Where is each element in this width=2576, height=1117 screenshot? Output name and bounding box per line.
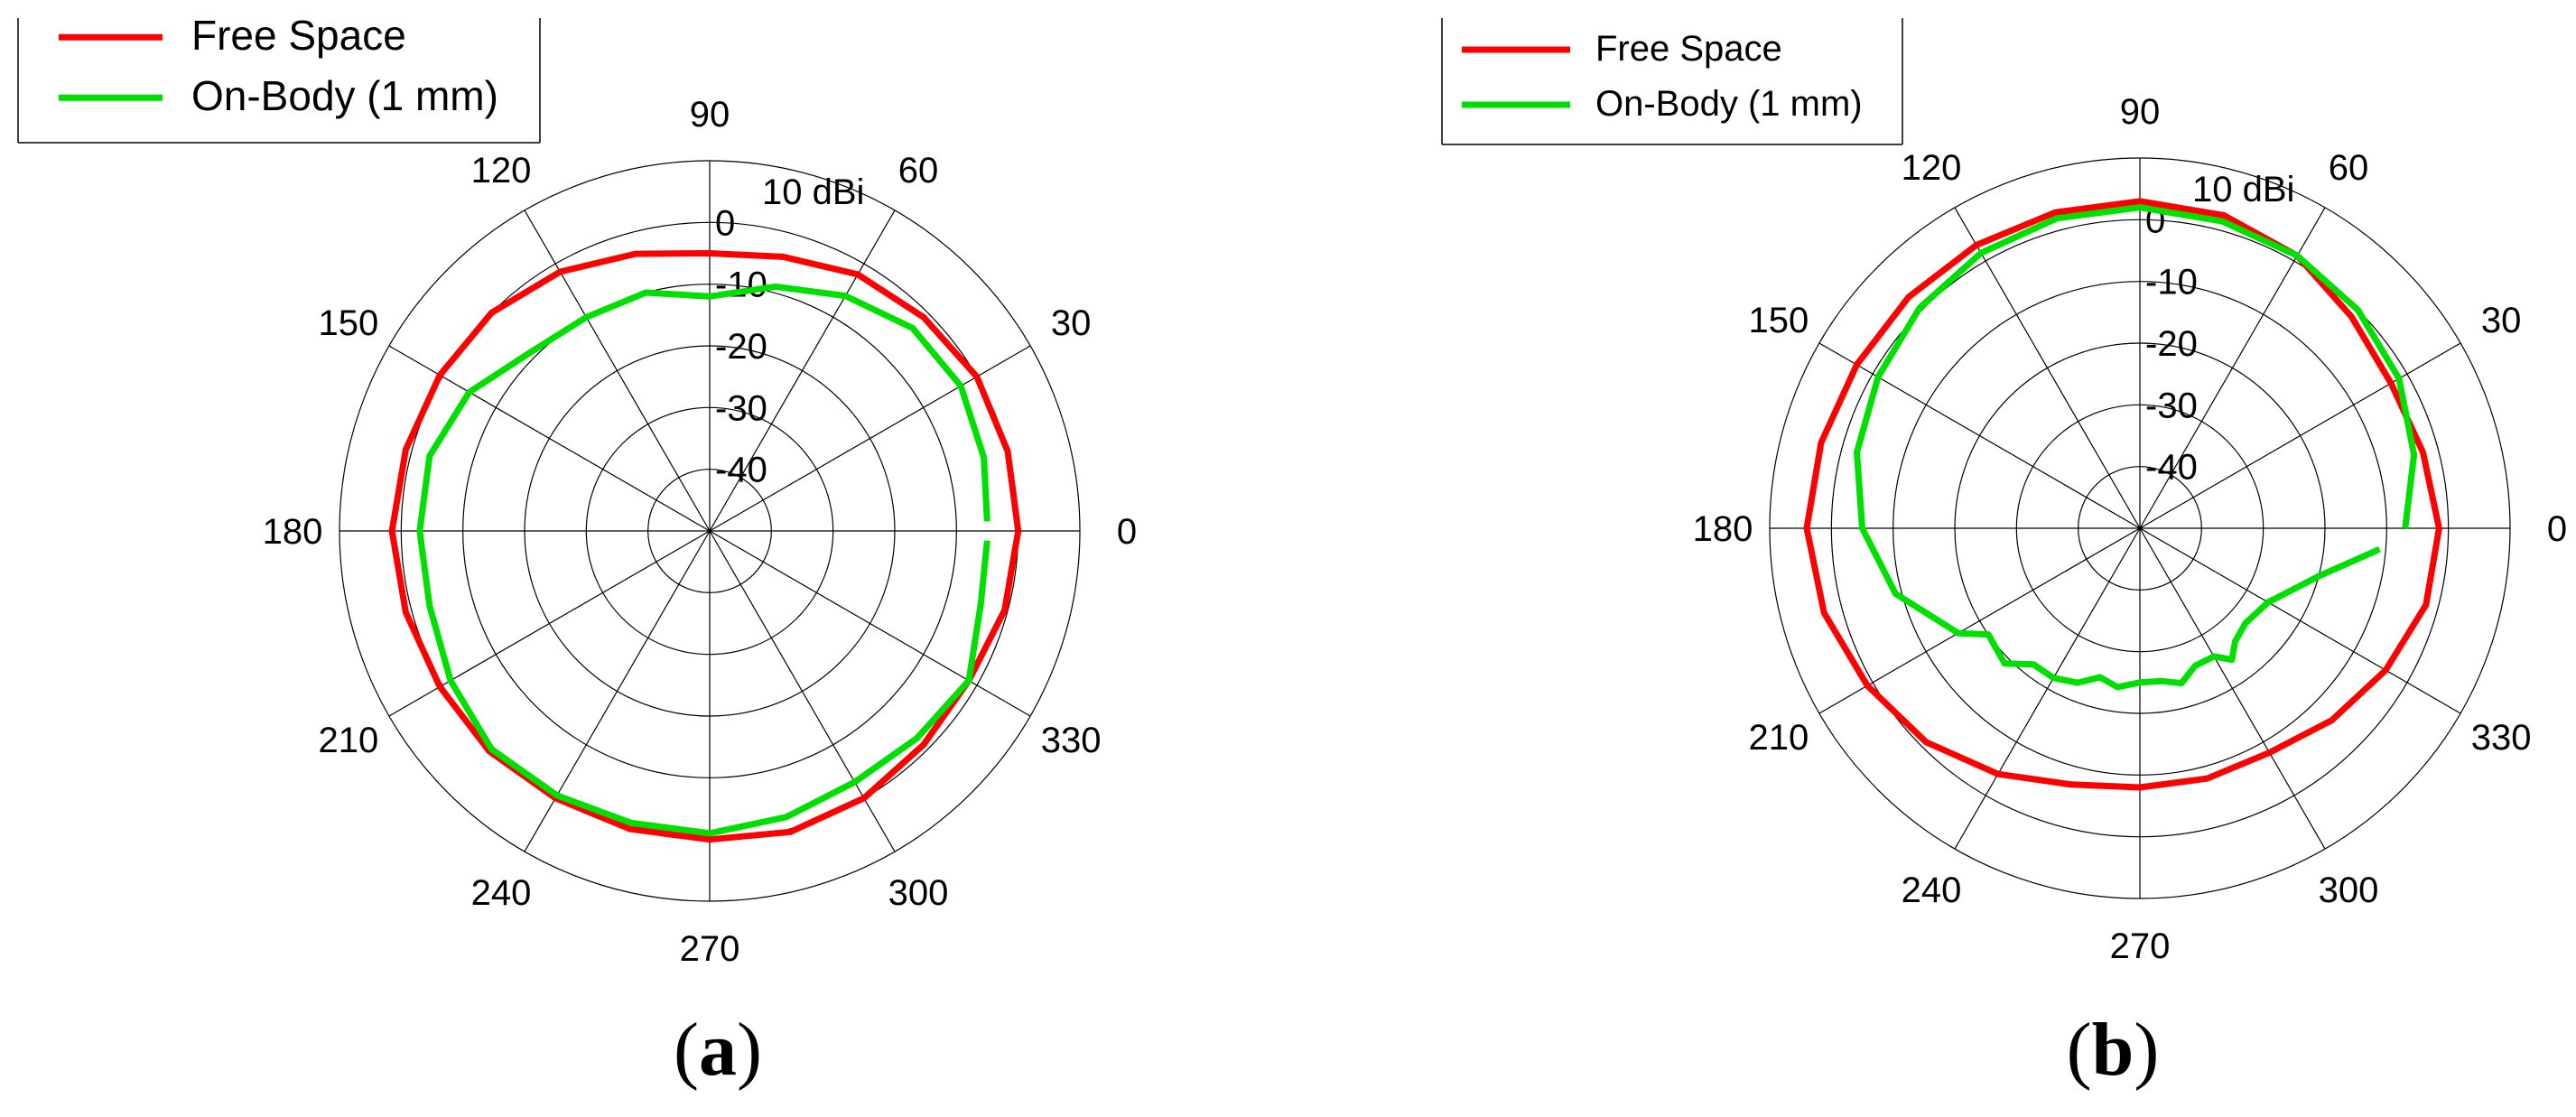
angle-tick-label: 240 bbox=[1902, 870, 1962, 910]
angle-tick-label: 150 bbox=[1749, 301, 1809, 340]
angle-tick-label: 60 bbox=[898, 151, 939, 191]
angle-tick-label: 270 bbox=[680, 929, 740, 969]
legend-box-a bbox=[18, 0, 540, 143]
grid-spoke bbox=[1818, 342, 2141, 529]
radius-tick-label: -40 bbox=[715, 451, 767, 490]
radius-tick-label: -10 bbox=[2145, 263, 2198, 303]
angle-tick-label: 120 bbox=[1902, 148, 1962, 188]
angle-tick-label: 330 bbox=[2471, 718, 2532, 758]
angle-tick-label: 270 bbox=[2110, 926, 2171, 966]
series-lines-a bbox=[388, 250, 1022, 843]
radius-tick-label: -30 bbox=[2145, 386, 2198, 425]
angle-tick-label: 180 bbox=[263, 512, 323, 552]
grid-spoke bbox=[1954, 527, 2141, 850]
angle-tick-label: 330 bbox=[1041, 721, 1102, 760]
angle-tick-label: 0 bbox=[1117, 512, 1137, 552]
grid-spoke bbox=[1818, 527, 2141, 714]
legend-box-b bbox=[1442, 0, 1902, 144]
legend-b: Free Space On-Body (1 mm) bbox=[1441, 0, 1903, 145]
grid-spoke bbox=[709, 209, 896, 532]
angle-tick-label: 210 bbox=[1749, 718, 1809, 758]
angle-tick-labels-b: 0 30 60 90 120 150 180 210 240 270 300 330 bbox=[1693, 92, 2568, 966]
grid-spoke bbox=[2139, 207, 2326, 529]
angle-tick-label: 90 bbox=[690, 95, 730, 135]
series-line-free-space bbox=[388, 250, 1022, 843]
radius-tick-label: -10 bbox=[715, 265, 767, 305]
angle-tick-label: 30 bbox=[1051, 303, 1092, 343]
radius-tick-label: 0 bbox=[715, 203, 735, 243]
grid-spoke bbox=[1954, 207, 2141, 529]
legend-label-free-space-b: Free Space bbox=[1595, 29, 1782, 69]
grid-spoke bbox=[2139, 527, 2461, 714]
radius-tick-label: -20 bbox=[715, 327, 767, 367]
radius-tick-label: -20 bbox=[2145, 324, 2198, 364]
panel-letter-b: b bbox=[2092, 1008, 2134, 1092]
polar-chart-a: 0 -10 -20 -30 -40 0 30 60 90 120 150 180 210 240 270 3… bbox=[17, 0, 1138, 1092]
angle-tick-label: 210 bbox=[319, 721, 379, 760]
angle-tick-label: 180 bbox=[1693, 509, 1753, 549]
radius-unit-label-b: 10 dBi bbox=[2192, 170, 2294, 209]
angle-tick-label: 30 bbox=[2481, 301, 2522, 340]
radius-tick-label: -40 bbox=[2145, 448, 2198, 488]
series-line-on-body-1-mm bbox=[416, 283, 990, 837]
angle-tick-label: 300 bbox=[2319, 870, 2379, 910]
radius-unit-label-a: 10 dBi bbox=[762, 172, 864, 212]
grid-spoke bbox=[709, 345, 1031, 532]
legend-a: Free Space On-Body (1 mm) bbox=[17, 0, 541, 144]
angle-tick-label: 300 bbox=[888, 873, 949, 913]
panel-label-b: (b) bbox=[2067, 1008, 2160, 1092]
polar-grid-b bbox=[1769, 157, 2511, 899]
grid-spoke bbox=[2139, 342, 2461, 529]
grid-spoke bbox=[524, 530, 711, 852]
legend-label-free-space-a: Free Space bbox=[191, 12, 406, 59]
angle-tick-label: 0 bbox=[2547, 509, 2567, 549]
angle-tick-label: 150 bbox=[319, 303, 379, 343]
angle-tick-label: 90 bbox=[2120, 92, 2161, 132]
panel-label-a: (a) bbox=[674, 1008, 762, 1092]
legend-label-on-body-b: On-Body (1 mm) bbox=[1595, 84, 1863, 124]
grid-spoke bbox=[524, 209, 711, 532]
angle-tick-labels-a: 0 30 60 90 120 150 180 210 240 270 300 330 bbox=[263, 95, 1138, 969]
grid-spoke bbox=[2139, 527, 2326, 850]
series-lines-b bbox=[1803, 198, 2442, 791]
grid-spoke bbox=[709, 530, 896, 852]
series-line-free-space bbox=[1803, 198, 2442, 791]
grid-spoke bbox=[709, 530, 1031, 717]
angle-tick-label: 60 bbox=[2329, 148, 2369, 188]
radius-tick-labels-b: 0-10-20-30-40 bbox=[2145, 200, 2198, 487]
radius-tick-labels-a: 0 -10 -20 -30 -40 bbox=[715, 203, 767, 489]
polar-grid-a bbox=[339, 160, 1081, 902]
polar-chart-b: 0 -10 -20 -30 -40 0 30 60 90 120 150 180 210 240 270 3… bbox=[1441, 0, 2568, 1092]
radius-tick-label: -30 bbox=[715, 388, 767, 428]
angle-tick-label: 120 bbox=[471, 151, 532, 191]
series-line-on-body-1-mm bbox=[1854, 204, 2418, 691]
legend-label-on-body-a: On-Body (1 mm) bbox=[191, 72, 498, 119]
panel-letter-a: a bbox=[699, 1008, 737, 1092]
angle-tick-label: 240 bbox=[471, 873, 532, 913]
